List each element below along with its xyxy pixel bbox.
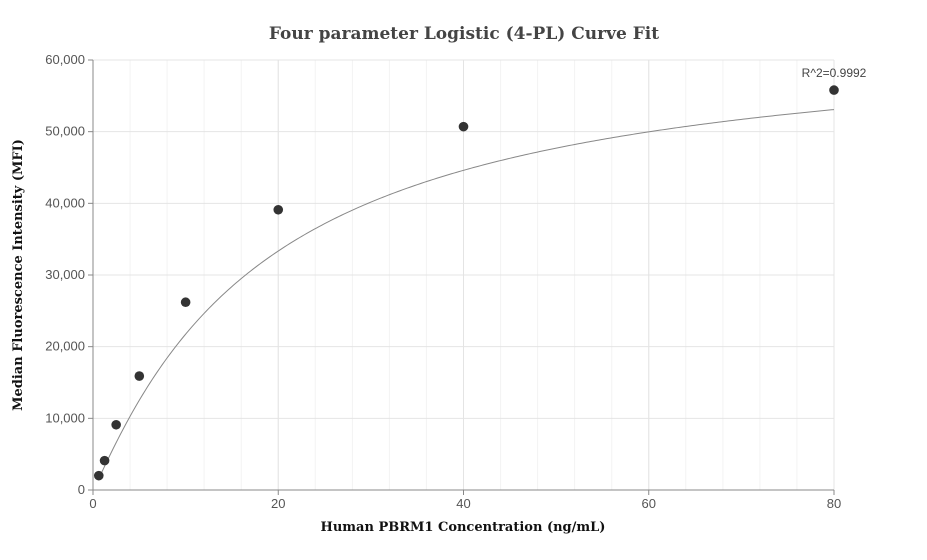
y-axis-label: Median Fluorescence Intensity (MFI) (11, 139, 26, 411)
fit-curve (98, 109, 835, 480)
y-tick-label: 50,000 (45, 124, 85, 139)
x-tick-label: 0 (89, 496, 96, 511)
x-tick-label: 40 (456, 496, 470, 511)
data-point (273, 204, 284, 215)
x-tick-label: 20 (271, 496, 285, 511)
data-point (99, 455, 110, 466)
data-point (458, 121, 469, 132)
x-tick-label: 60 (642, 496, 656, 511)
y-tick-label: 60,000 (45, 52, 85, 67)
major-gridlines (93, 59, 835, 490)
y-tick-label: 30,000 (45, 267, 85, 282)
data-point (180, 297, 191, 308)
data-points (93, 85, 839, 481)
chart-title: Four parameter Logistic (4-PL) Curve Fit (269, 24, 659, 44)
y-tick-label: 40,000 (45, 195, 85, 210)
tick-labels: 0 20 40 60 80 0 10,000 20,000 30,000 40,000 50,000… (45, 52, 841, 511)
axes (88, 59, 835, 495)
y-tick-label: 20,000 (45, 339, 85, 354)
data-point (93, 470, 104, 481)
x-axis-label: Human PBRM1 Concentration (ng/mL) (321, 520, 606, 535)
y-tick-label: 0 (78, 482, 85, 497)
data-point (134, 371, 145, 381)
data-point (829, 85, 839, 95)
r-squared-annotation: R^2=0.9992 (802, 66, 867, 80)
data-point (111, 419, 121, 430)
y-tick-label: 10,000 (45, 410, 85, 425)
x-tick-label: 80 (827, 496, 841, 511)
